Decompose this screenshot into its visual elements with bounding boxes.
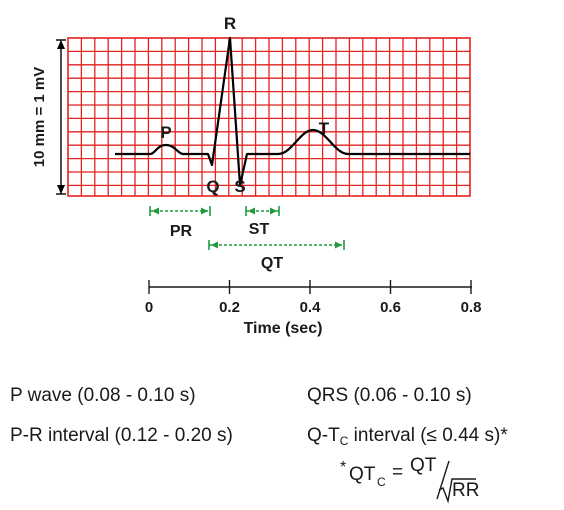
qtc-formula-lhs-sub: C [377,475,386,489]
qtc-formula-lhs: QT [349,464,376,485]
pr-interval-duration: P-R interval (0.12 - 0.20 s) [10,425,233,446]
qt-interval-label: QT [261,255,283,272]
time-axis-tick-label: 0.8 [461,299,482,316]
qtc-formula-numerator: QT [410,455,437,476]
time-axis-tick-label: 0.6 [380,299,401,316]
ecg-trace [115,36,470,187]
scale-label: 10 mm = 1 mV [31,67,48,167]
st-interval-marker [245,206,280,216]
qtc-interval-duration: Q-TC interval (≤ 0.44 s)* [307,425,508,448]
qtc-formula: * QT C = QT RR [340,455,540,505]
qtc-sub: C [339,434,349,448]
wave-label-q: Q [206,177,219,196]
qt-interval-marker [208,240,345,250]
pr-interval-label: PR [170,223,193,240]
time-axis-tick-label: 0 [145,299,153,316]
wave-label-s: S [234,177,245,196]
time-axis-tick-label: 0.2 [219,299,240,316]
wave-label-p: P [160,123,171,142]
qtc-formula-denominator: RR [452,480,480,501]
st-interval-label: ST [249,221,270,238]
time-axis-tick-label: 0.4 [300,299,322,316]
qtc-suffix: interval (≤ 0.44 s)* [348,425,508,446]
ecg-grid [67,37,471,197]
scale-bar [56,39,66,195]
qtc-formula-star: * [340,459,347,476]
qtc-prefix: Q-T [307,425,340,446]
time-axis-ticks: 0 0.2 0.4 0.6 0.8 [145,280,482,316]
time-axis-label: Time (sec) [244,320,323,337]
p-wave-duration: P wave (0.08 - 0.10 s) [10,385,196,406]
wave-label-r: R [224,14,236,33]
pr-interval-marker [149,206,211,216]
qtc-formula-equals: = [392,462,404,483]
wave-label-t: T [319,119,330,138]
qrs-duration: QRS (0.06 - 0.10 s) [307,385,472,406]
ecg-diagram: 10 mm = 1 mV R P T Q S PR ST QT 0 0.2 0.4 0… [31,14,482,337]
qtc-formula-slash-sqrt [436,460,476,504]
